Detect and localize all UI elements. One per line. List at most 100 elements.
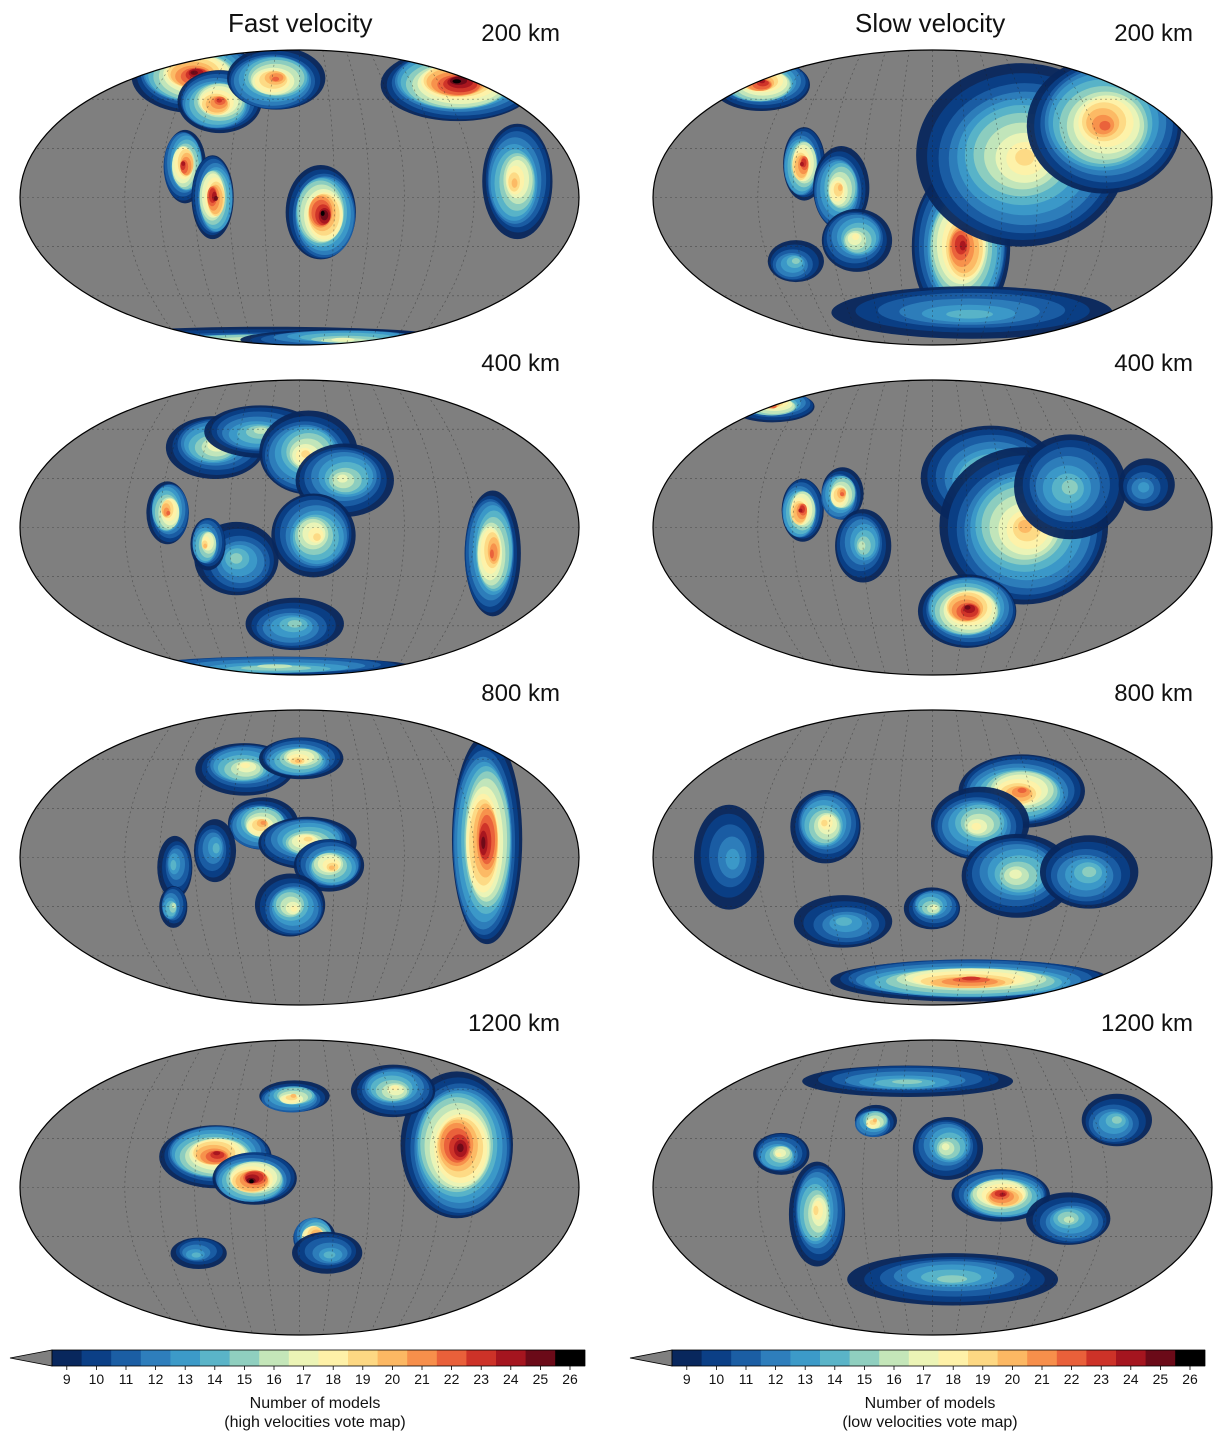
colorbar-tick-label: 21 (1034, 1371, 1050, 1387)
graticule (653, 1040, 1212, 1335)
colorbar-tick-label: 13 (797, 1371, 813, 1387)
colorbar-swatch (938, 1350, 969, 1366)
vote-anomaly (693, 804, 765, 910)
colorbar-swatch (496, 1350, 527, 1366)
colorbar-swatch (525, 1350, 556, 1366)
slow-depth-label-400: 400 km (1114, 350, 1193, 377)
colorbar-tick-label: 15 (237, 1371, 253, 1387)
colorbar-tick-label: 18 (945, 1371, 961, 1387)
slow-depth-label-1200: 1200 km (1100, 1010, 1193, 1037)
vote-anomaly (292, 1231, 363, 1274)
map-outline (19, 379, 580, 676)
colorbar-tick-label: 23 (1093, 1371, 1109, 1387)
colorbar-swatch (170, 1350, 201, 1366)
colorbar-tick-label: 12 (148, 1371, 164, 1387)
map-outline (652, 49, 1213, 346)
map-fast-3 (19, 1039, 580, 1336)
colorbar-tick-label: 21 (414, 1371, 430, 1387)
colorbar-swatch (466, 1350, 497, 1366)
colorbar-tick-label: 26 (562, 1371, 578, 1387)
colorbar-tick-label: 17 (916, 1371, 932, 1387)
vote-anomaly (451, 734, 523, 945)
colorbar-swatch (820, 1350, 851, 1366)
colorbar-swatch (111, 1350, 142, 1366)
vote-anomaly (259, 1080, 330, 1113)
vote-anomaly (912, 1116, 984, 1180)
colorbar-swatch (436, 1350, 467, 1366)
vote-anomaly (951, 1169, 1050, 1222)
graticule (20, 710, 579, 1005)
vote-anomaly (903, 887, 961, 930)
graticule (20, 50, 579, 345)
vote-anomaly (146, 481, 189, 545)
colorbar-swatch (407, 1350, 438, 1366)
colorbar-tick-label: 16 (886, 1371, 902, 1387)
vote-anomaly (753, 1132, 810, 1175)
colorbar-swatch (1145, 1350, 1176, 1366)
map-slow-2 (652, 709, 1213, 1006)
vote-anomaly (711, 58, 810, 111)
vote-anomaly (821, 208, 893, 272)
map-background (653, 1040, 1212, 1335)
colorbar-tick-label: 18 (325, 1371, 341, 1387)
graticule (653, 380, 1212, 675)
colorbar-swatch (1086, 1350, 1117, 1366)
colorbar-tick-label: 14 (207, 1371, 223, 1387)
slow-depth-label-200: 200 km (1114, 20, 1193, 47)
vote-anomaly (271, 493, 356, 578)
vote-anomaly (781, 478, 824, 542)
slow-velocity-title: Slow velocity (855, 8, 1006, 38)
vote-anomaly (831, 286, 1113, 339)
vote-anomaly (783, 127, 826, 201)
vote-anomaly (854, 1104, 898, 1137)
vote-anomaly (788, 1161, 846, 1267)
vote-anomaly (170, 1237, 227, 1270)
map-outline (652, 379, 1213, 676)
vote-anomaly (380, 50, 536, 122)
colorbar-tick-label: 10 (709, 1371, 725, 1387)
vote-anomaly (793, 895, 893, 948)
colorbar-swatch (200, 1350, 231, 1366)
colorbar-tick-label: 10 (89, 1371, 105, 1387)
colorbar-tick-label: 24 (1123, 1371, 1139, 1387)
vote-anomaly (790, 790, 861, 864)
colorbar-swatch (849, 1350, 880, 1366)
colorbar-tick-label: 11 (119, 1371, 134, 1387)
colorbar-swatch (701, 1350, 732, 1366)
fast-colorbar-subtitle: (high velocities vote map) (224, 1414, 406, 1431)
slow-colorbar-subtitle: (low velocities vote map) (842, 1414, 1018, 1431)
vote-anomaly (1026, 57, 1182, 194)
map-slow-0 (652, 49, 1213, 346)
colorbar-tick-label: 22 (444, 1371, 460, 1387)
vote-anomaly (847, 1253, 1059, 1306)
vote-anomaly (254, 873, 326, 937)
vote-anomaly (190, 517, 226, 571)
vote-anomaly (1014, 434, 1127, 540)
colorbar-tick-label: 15 (857, 1371, 873, 1387)
fast-colorbar: 9 10 11 12 13 14 15 16 17 18 19 20 21 22 23 24 25 26 (9, 1349, 586, 1387)
colorbar-swatch (555, 1350, 586, 1366)
colorbar-extend-arrow (629, 1349, 673, 1367)
colorbar-swatch (229, 1350, 260, 1366)
colorbar-tick-label: 22 (1064, 1371, 1080, 1387)
vote-anomaly (767, 240, 824, 283)
colorbar-swatch (1116, 1350, 1147, 1366)
colorbar-swatch (288, 1350, 319, 1366)
slow-velocity-panel: 9 10 11 12 13 14 15 16 17 18 19 20 21 22 23 24 25 26 (629, 49, 1213, 1387)
vote-anomaly (212, 1152, 297, 1205)
vote-anomaly (830, 959, 1112, 1002)
map-outline (19, 49, 580, 346)
colorbar-swatch (997, 1350, 1028, 1366)
colorbar-swatch (1175, 1350, 1206, 1366)
slow-colorbar: 9 10 11 12 13 14 15 16 17 18 19 20 21 22 23 24 25 26 (629, 1349, 1206, 1387)
vote-anomaly (1039, 835, 1139, 909)
vote-anomaly (1118, 458, 1175, 511)
fast-depth-label-800: 800 km (481, 680, 560, 707)
vote-anomaly (193, 819, 237, 883)
colorbar-tick-label: 20 (385, 1371, 401, 1387)
colorbar-swatch (259, 1350, 290, 1366)
fast-velocity-title: Fast velocity (228, 8, 373, 38)
colorbar-tick-label: 20 (1005, 1371, 1021, 1387)
colorbar-swatch (1027, 1350, 1058, 1366)
